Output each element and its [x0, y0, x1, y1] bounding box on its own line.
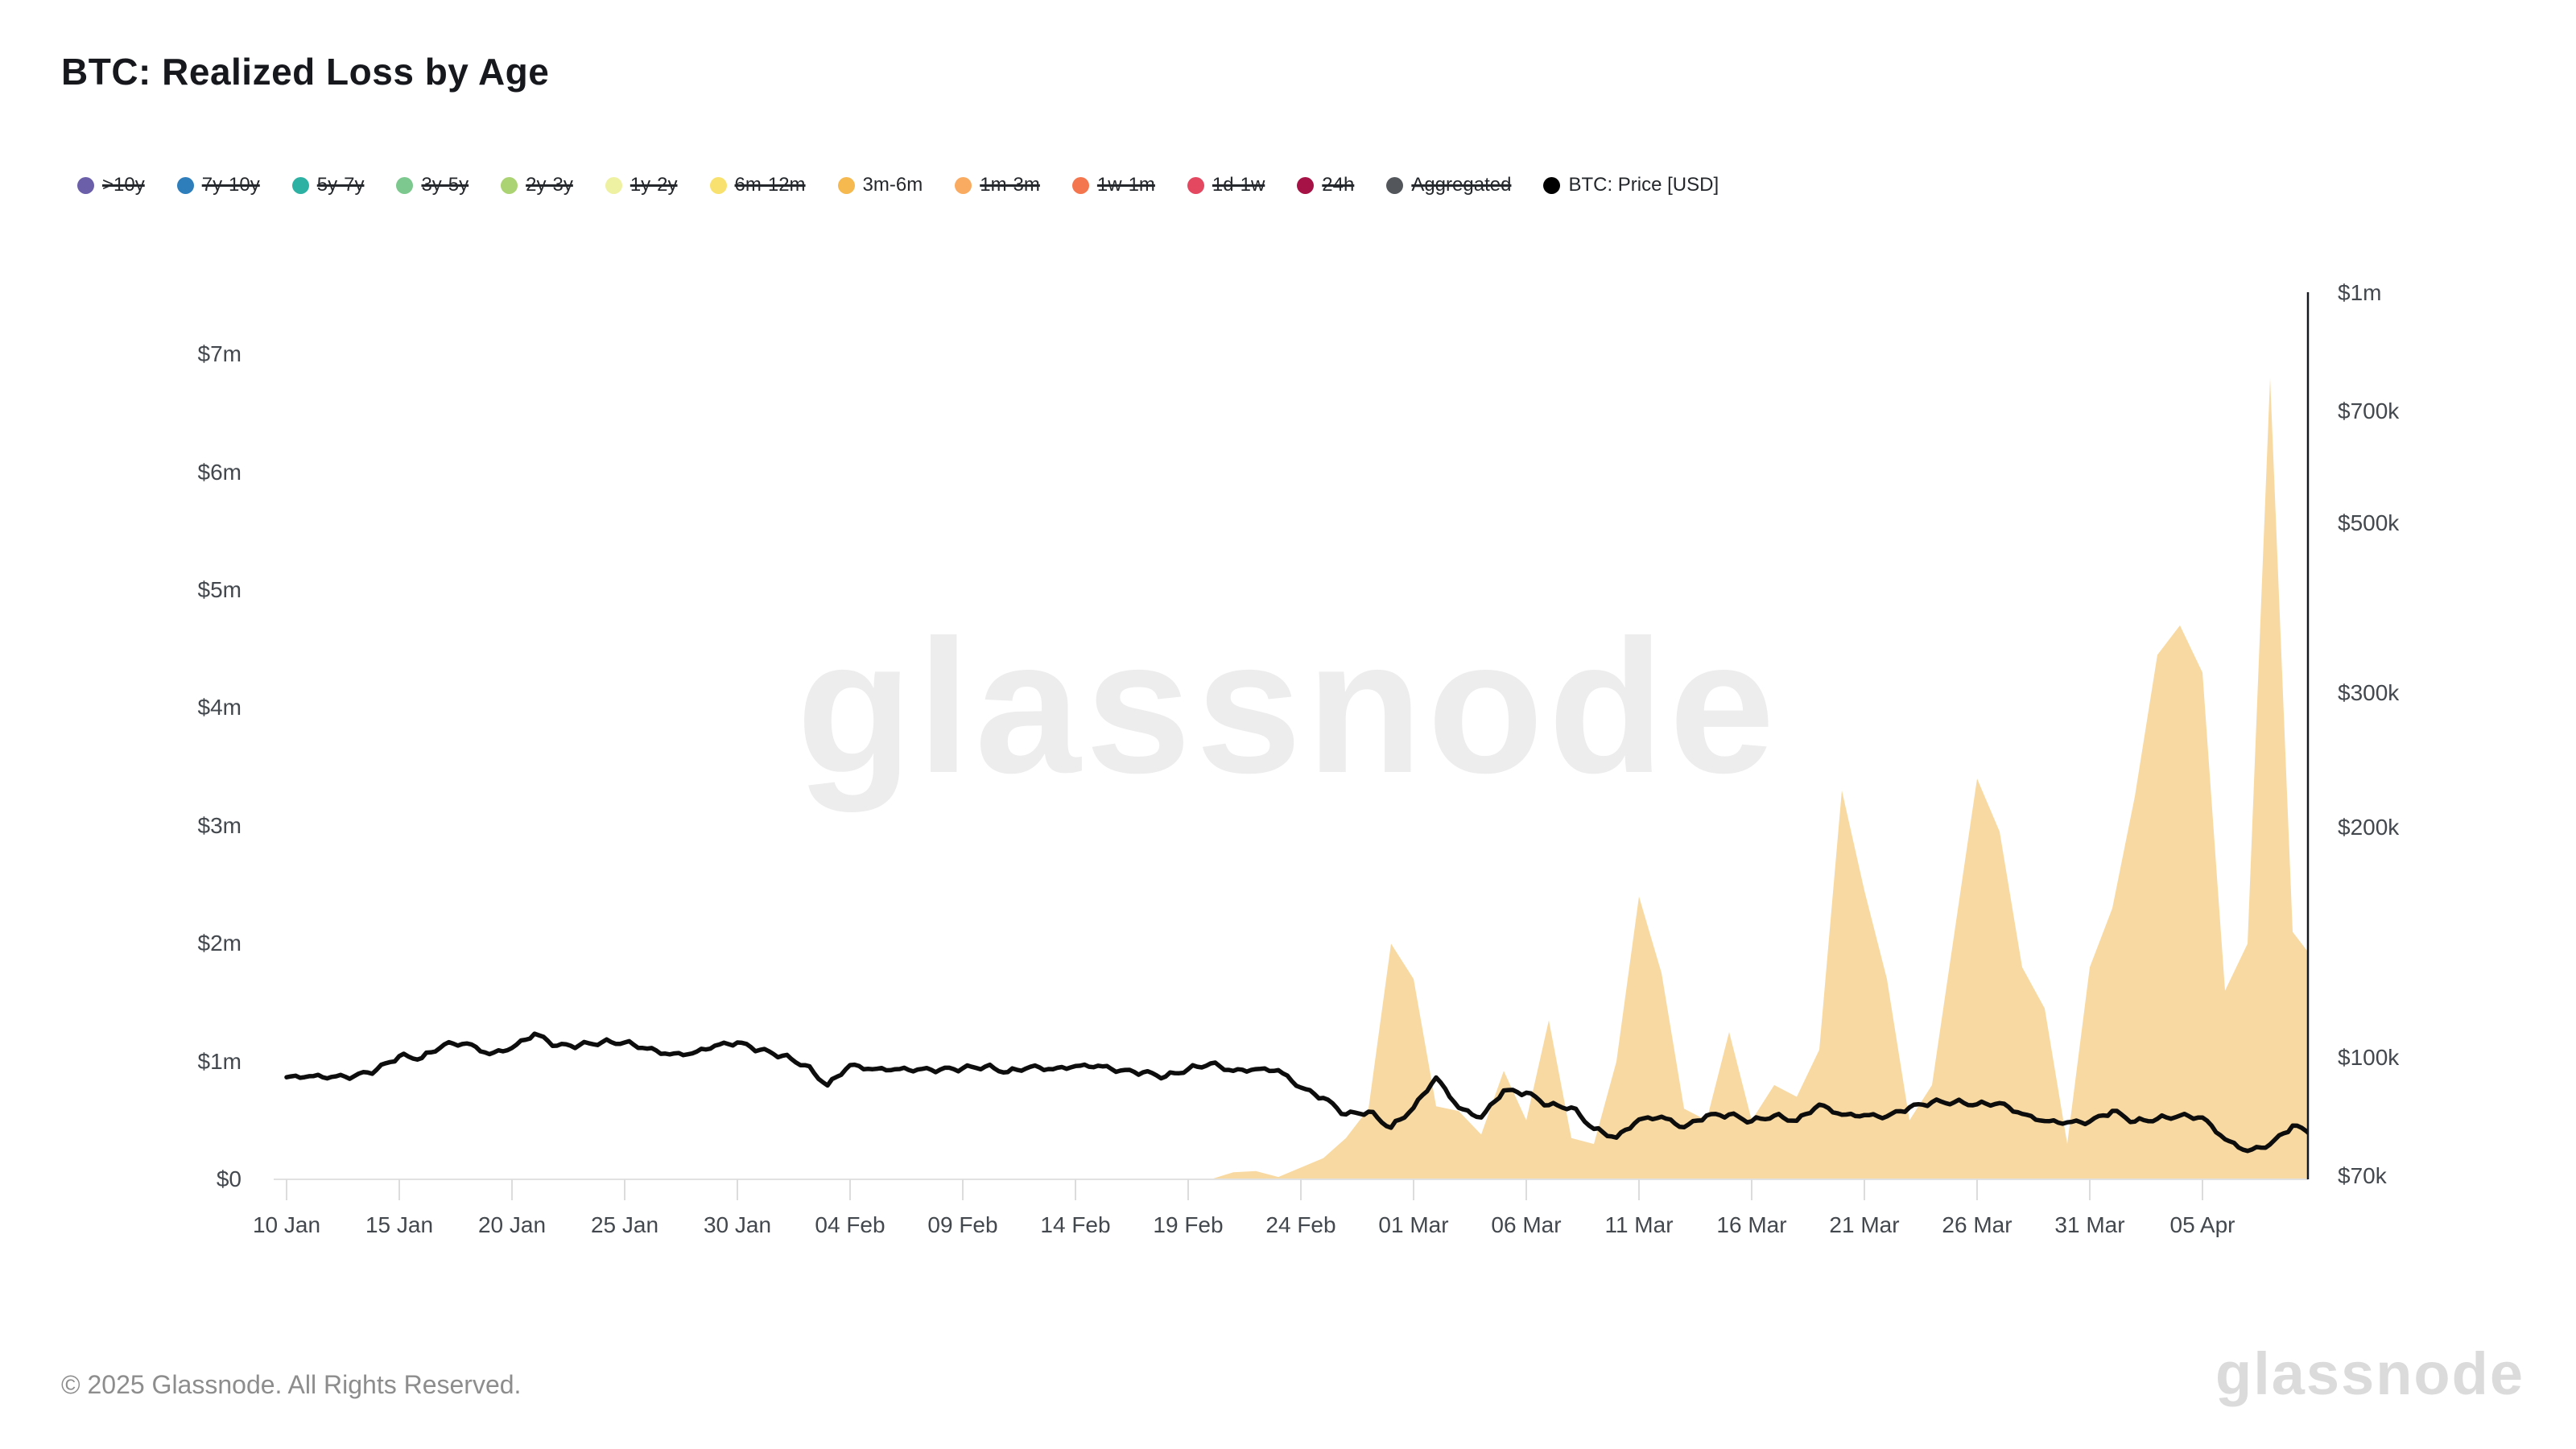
x-tick-label: 25 Jan — [590, 1212, 659, 1237]
legend-item-label: >10y — [102, 174, 145, 196]
x-tick-label: 09 Feb — [927, 1212, 998, 1237]
x-tick-label: 11 Mar — [1604, 1212, 1674, 1237]
left-axis-tick-label: $3m — [197, 812, 242, 838]
x-tick-label: 30 Jan — [703, 1212, 772, 1237]
x-tick-label: 20 Jan — [477, 1212, 547, 1237]
legend-dot-icon — [955, 176, 972, 194]
x-tick-label: 21 Mar — [1829, 1212, 1900, 1237]
legend-item-label: 6m-12m — [734, 174, 806, 196]
legend-item-label: 5y-7y — [316, 174, 365, 196]
right-axis-tick-label: $200k — [2338, 815, 2400, 840]
x-tick-label: 14 Feb — [1040, 1212, 1111, 1237]
legend-dot-icon — [501, 176, 518, 194]
left-axis-tick-label: $6m — [197, 459, 242, 485]
legend-item-label: 1d-1w — [1212, 174, 1265, 196]
x-tick-label: 24 Feb — [1265, 1212, 1336, 1237]
left-axis-tick-label: $2m — [197, 931, 242, 956]
right-axis-tick-label: $100k — [2338, 1045, 2400, 1070]
x-tick-label: 05 Apr — [2169, 1212, 2235, 1237]
legend-item-btc-price-usd[interactable]: BTC: Price [USD] — [1543, 174, 1719, 196]
legend: >10y 7y-10y 5y-7y 3y-5y 2y-3y 1y-2y 6m-12m 3m-6… — [77, 174, 1719, 196]
legend-dot-icon — [709, 176, 727, 194]
legend-item-label: 1y-2y — [630, 174, 678, 196]
legend-item-10y[interactable]: >10y — [77, 174, 145, 196]
right-axis-tick-label: $70k — [2338, 1163, 2387, 1189]
copyright-text: © 2025 Glassnode. All Rights Reserved. — [61, 1370, 522, 1399]
right-axis-tick-label: $500k — [2338, 510, 2400, 535]
legend-item-label: Aggregated — [1411, 174, 1512, 196]
legend-dot-icon — [396, 176, 414, 194]
legend-item-6m-12m[interactable]: 6m-12m — [709, 174, 806, 196]
legend-item-1d-1w[interactable]: 1d-1w — [1187, 174, 1265, 196]
legend-item-label: BTC: Price [USD] — [1568, 174, 1719, 196]
legend-item-5y-7y[interactable]: 5y-7y — [291, 174, 365, 196]
legend-item-label: 7y-10y — [201, 174, 260, 196]
legend-item-2y-3y[interactable]: 2y-3y — [501, 174, 573, 196]
legend-item-label: 3m-6m — [862, 174, 923, 196]
x-tick-label: 26 Mar — [1942, 1212, 2013, 1237]
legend-item-label: 3y-5y — [421, 174, 469, 196]
legend-dot-icon — [291, 176, 309, 194]
x-tick-label: 06 Mar — [1491, 1212, 1562, 1237]
legend-item-24h[interactable]: 24h — [1297, 174, 1354, 196]
legend-dot-icon — [1187, 176, 1204, 194]
x-tick-label: 15 Jan — [365, 1212, 434, 1237]
legend-item-1w-1m[interactable]: 1w-1m — [1071, 174, 1155, 196]
left-axis-tick-label: $4m — [197, 695, 242, 720]
legend-dot-icon — [1386, 176, 1404, 194]
right-axis-tick-label: $300k — [2338, 679, 2400, 705]
right-axis-tick-label: $1m — [2338, 280, 2382, 305]
legend-dot-icon — [605, 176, 622, 194]
left-axis-tick-label: $5m — [197, 577, 242, 602]
legend-item-label: 1m-3m — [980, 174, 1040, 196]
left-axis-tick-label: $1m — [197, 1048, 242, 1074]
legend-dot-icon — [176, 176, 194, 194]
legend-dot-icon — [1071, 176, 1089, 194]
x-tick-label: 19 Feb — [1153, 1212, 1224, 1237]
x-tick-label: 31 Mar — [2054, 1212, 2125, 1237]
legend-item-7y-10y[interactable]: 7y-10y — [176, 174, 260, 196]
legend-item-aggregated[interactable]: Aggregated — [1386, 174, 1511, 196]
legend-item-1y-2y[interactable]: 1y-2y — [605, 174, 678, 196]
legend-dot-icon — [77, 176, 94, 194]
page-title: BTC: Realized Loss by Age — [61, 51, 550, 93]
axes — [274, 292, 2310, 1200]
x-tick-label: 04 Feb — [815, 1212, 886, 1237]
left-axis-tick-label: $7m — [197, 341, 242, 367]
legend-item-label: 24h — [1322, 174, 1355, 196]
glassnode-logo: glassnode — [2215, 1340, 2524, 1407]
legend-dot-icon — [837, 176, 855, 194]
legend-dot-icon — [1543, 176, 1561, 194]
legend-dot-icon — [1297, 176, 1315, 194]
legend-item-1m-3m[interactable]: 1m-3m — [955, 174, 1040, 196]
legend-item-label: 1w-1m — [1096, 174, 1155, 196]
left-axis-tick-label: $0 — [216, 1166, 242, 1191]
btc-price-line — [284, 1031, 2309, 1154]
right-axis-tick-label: $700k — [2338, 398, 2400, 424]
x-tick-label: 16 Mar — [1716, 1212, 1787, 1237]
legend-item-3y-5y[interactable]: 3y-5y — [396, 174, 469, 196]
legend-item-3m-6m[interactable]: 3m-6m — [837, 174, 923, 196]
x-tick-label: 01 Mar — [1378, 1212, 1449, 1237]
x-tick-label: 10 Jan — [252, 1212, 321, 1237]
loss-3m-6m-area — [287, 378, 2309, 1179]
legend-item-label: 2y-3y — [526, 174, 573, 196]
